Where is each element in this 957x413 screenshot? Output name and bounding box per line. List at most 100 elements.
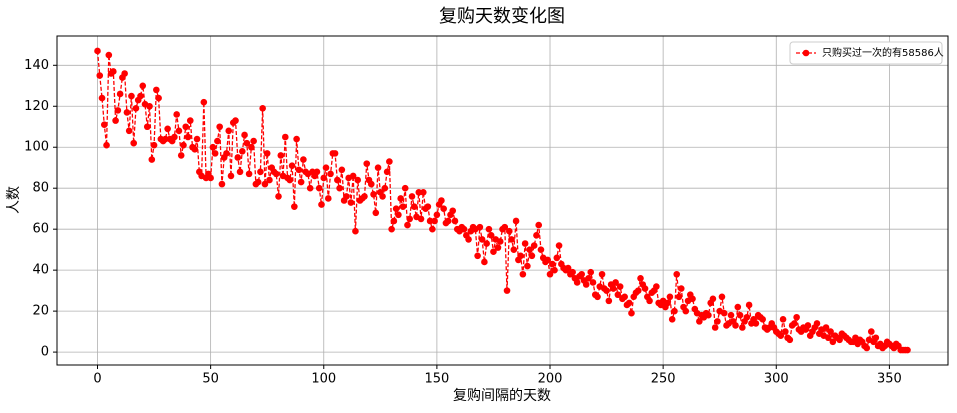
data-point [677,285,685,292]
data-point [449,207,457,215]
data-point [424,203,432,210]
data-point [444,217,452,225]
data-point [634,287,642,294]
data-point [399,203,407,210]
data-point [689,295,696,303]
data-point [100,121,108,129]
data-point [110,68,117,75]
data-point [827,328,834,335]
data-point [544,256,552,264]
data-point [573,279,581,286]
data-point [171,133,178,141]
data-point [180,141,187,149]
data-point [673,270,681,278]
data-point [548,260,556,268]
x-tick-label: 350 [877,372,902,387]
data-point [825,334,832,342]
data-point [578,270,585,278]
data-point [116,90,124,98]
data-point [786,336,794,344]
data-point [395,211,402,219]
y-tick-label: 20 [32,304,49,319]
data-point [791,320,798,327]
data-point [582,281,590,288]
data-point [338,166,346,174]
data-point [250,137,257,145]
data-point [128,92,135,100]
data-point [743,313,751,321]
data-point [614,291,622,299]
y-tick-label: 40 [32,263,49,278]
data-point [587,268,595,276]
data-point [779,316,787,323]
data-point [752,320,760,327]
data-point [569,268,576,276]
data-point [320,174,328,182]
data-point [711,324,719,331]
data-point [420,189,427,196]
data-point [641,285,649,292]
y-axis-label: 人数 [6,186,22,214]
x-tick-label: 250 [651,372,676,387]
data-point [822,324,830,331]
data-point [804,322,812,329]
data-point [745,301,753,309]
data-point [232,117,239,124]
data-point [193,135,201,143]
data-point [137,92,144,100]
data-point [139,82,147,90]
y-tick-label: 60 [32,222,49,237]
data-point [863,344,871,352]
data-point [295,166,303,174]
data-point [334,176,341,184]
data-point [904,346,911,354]
data-point [173,111,180,118]
data-point [227,172,235,180]
data-point [214,137,221,145]
data-point [621,293,628,301]
data-point [628,309,635,317]
data-point [397,195,404,202]
data-point [211,150,219,157]
data-point [148,156,156,163]
data-point [286,176,294,184]
data-point [186,117,194,124]
data-point [297,178,305,186]
data-point [225,127,233,135]
data-point [451,217,459,225]
data-point [535,221,543,229]
data-point [322,164,330,172]
data-point [354,176,361,184]
data-point [793,313,800,321]
data-point [585,275,592,282]
data-point [555,242,563,249]
data-point [505,227,513,235]
data-point [98,94,106,102]
x-tick-label: 0 [93,372,101,387]
data-point [410,203,418,210]
data-point [272,170,280,178]
data-point [216,123,223,131]
data-point [191,145,199,153]
data-point [612,279,619,286]
data-point [372,209,380,217]
data-point [476,223,484,231]
data-point [150,141,158,149]
data-point [705,311,712,319]
data-point [331,150,339,157]
data-point [668,316,676,323]
data-point [123,109,131,116]
data-point [324,195,332,202]
data-point [465,236,472,243]
data-point [533,232,540,239]
data-point [519,270,527,278]
data-point [261,180,269,188]
data-point [336,184,343,192]
data-point [872,334,880,342]
data-point [727,311,735,319]
data-point [675,293,683,301]
data-point [263,150,271,157]
data-point [494,244,502,251]
data-point [275,193,282,200]
